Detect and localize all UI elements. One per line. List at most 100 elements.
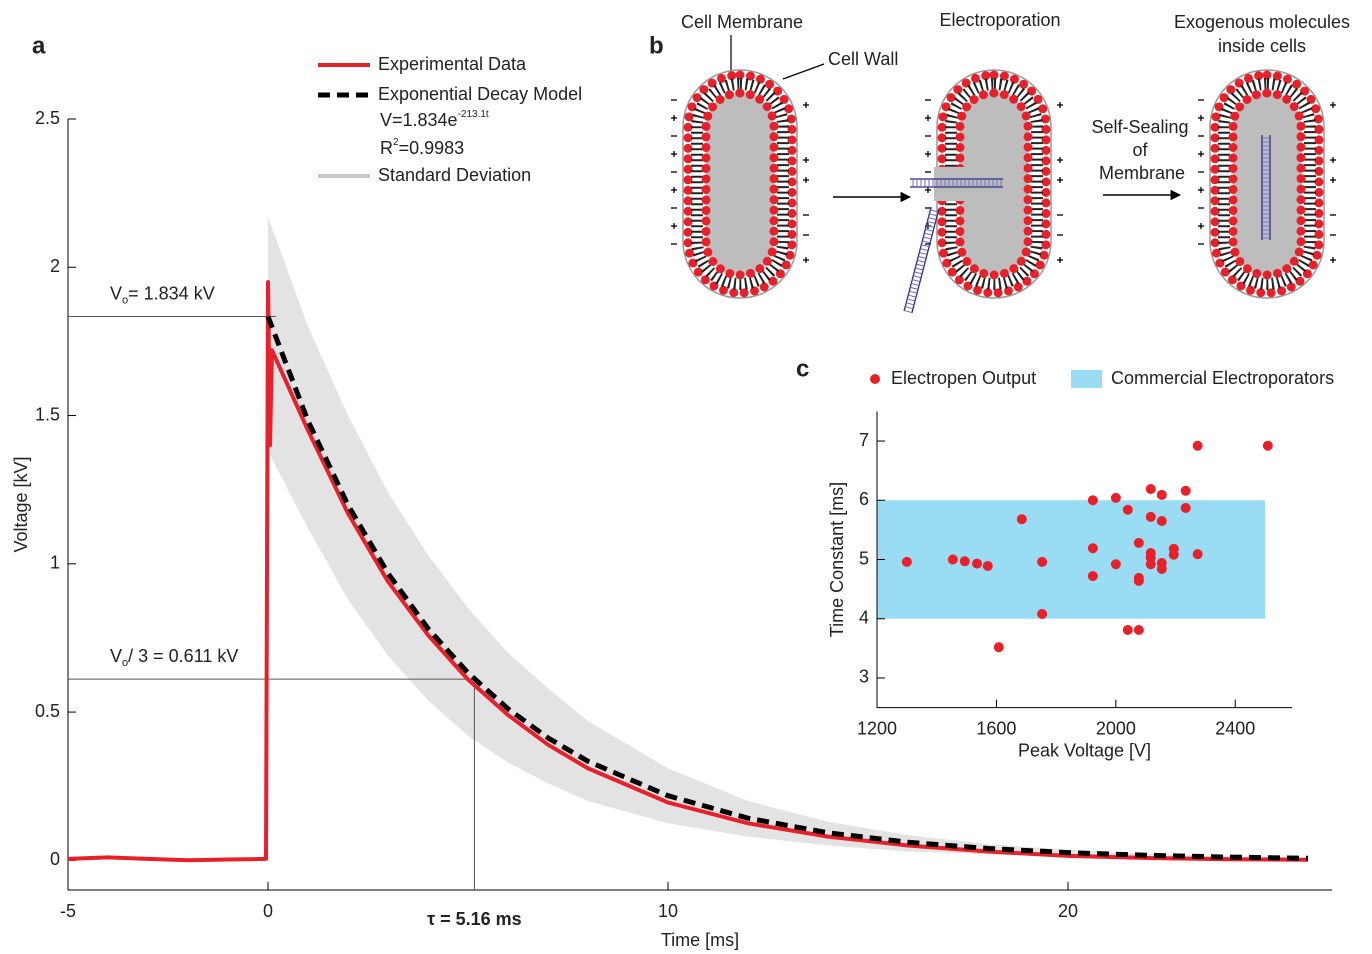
legend-label: Standard Deviation: [378, 165, 531, 185]
dna-rung: [929, 213, 938, 217]
legend-r-squared: R2=0.9983: [380, 137, 464, 158]
dna-rung: [922, 240, 931, 244]
scatter-point: [1133, 624, 1144, 635]
chart: 1200 1600 2000 2400 3 4 5 6 7 Electropen Output Co…: [827, 368, 1334, 761]
annotation: Vo/ 3 = 0.611 kV: [110, 646, 238, 669]
dna-rung: [925, 228, 934, 232]
y-tick-label: 2: [50, 256, 60, 276]
dna-rung: [905, 306, 914, 310]
annotation: τ = 5.16 ms: [427, 909, 522, 929]
y-axis-label: Time Constant [ms]: [827, 482, 847, 637]
membrane-inner: [955, 88, 1033, 280]
y-tick-label: 5: [859, 548, 869, 568]
legend-equation-part: V=1.834e: [380, 110, 458, 130]
panel-label: b: [649, 32, 664, 59]
x-tick-label: 20: [1058, 901, 1078, 921]
legend-equation: V=1.834e-213.1t: [380, 109, 489, 130]
y-tick-label: 0: [50, 849, 60, 869]
legend-swatch: [870, 374, 880, 384]
scatter-point: [1133, 575, 1144, 586]
dna-rung: [927, 221, 936, 225]
scatter-point: [1133, 537, 1144, 548]
y-tick-label: 6: [859, 489, 869, 509]
lipid-tails: [691, 78, 789, 290]
annotation-part: V: [110, 646, 122, 666]
diagram-label: Electroporation: [939, 10, 1060, 30]
panel-label: a: [32, 32, 46, 59]
x-tick-label: -5: [60, 901, 76, 921]
lipid-tails: [1218, 78, 1316, 290]
legend-label: Exponential Decay Model: [378, 84, 582, 104]
scatter-point: [1192, 549, 1203, 560]
dna-rung: [910, 286, 919, 290]
dna-rung: [919, 252, 928, 255]
cell-wall: [682, 69, 798, 299]
series-line: [265, 315, 1309, 861]
scatter-point: [982, 561, 993, 572]
scatter-point: [1180, 485, 1191, 496]
legend-r-squared-part: 2: [393, 137, 399, 148]
pointer: [782, 63, 825, 80]
legend-swatch: [1071, 370, 1102, 388]
dna-strand: [903, 206, 932, 312]
annotation-part: / 3 = 0.611 kV: [128, 646, 238, 666]
legend-equation-part: -213.1t: [458, 109, 489, 120]
annotation-part: = 1.834 kV: [128, 283, 215, 303]
legend-r-squared-part: =0.9983: [399, 138, 465, 158]
scatter-point: [959, 556, 970, 567]
annotation-part: o: [122, 294, 128, 306]
y-tick-label: 1: [50, 553, 60, 573]
x-tick-label: 2000: [1096, 718, 1136, 738]
dna-rung: [907, 298, 916, 302]
scatter-point: [1087, 495, 1098, 506]
legend-r-squared-part: R: [380, 138, 393, 158]
diagram-label: inside cells: [1218, 36, 1306, 56]
dna-rung: [906, 302, 915, 306]
dna-rung: [913, 275, 922, 279]
scatter-point: [901, 556, 912, 567]
scatter-point: [1145, 511, 1156, 522]
scatter-point: [1037, 609, 1048, 620]
diagram: Cell Membrane Cell Wall Electroporation …: [671, 10, 1350, 314]
sd-band: [268, 216, 1308, 860]
annotation-part: o: [122, 657, 128, 669]
lipid-tails: [945, 78, 1043, 290]
range-band: [877, 500, 1266, 619]
scatter-point: [1087, 571, 1098, 582]
y-tick-label: 1.5: [35, 404, 60, 424]
scatter-point: [972, 558, 983, 569]
scatter-point: [947, 554, 958, 565]
x-tick-label: 1200: [857, 718, 897, 738]
dna-rung: [924, 232, 933, 236]
diagram-label: Self-Sealing: [1091, 117, 1188, 137]
dna-rung: [912, 279, 921, 283]
dna-rung: [920, 248, 929, 252]
y-tick-label: 0.5: [35, 701, 60, 721]
panel-label: c: [796, 355, 809, 382]
scatter-point: [1145, 484, 1156, 495]
dna-rung: [926, 224, 935, 228]
series-line: [67, 280, 1309, 863]
y-tick-label: 7: [859, 430, 869, 450]
diagram-label: Cell Wall: [828, 49, 898, 69]
membrane-inner: [701, 88, 779, 280]
scatter-point: [1262, 440, 1273, 451]
dna-rung: [921, 244, 930, 248]
scatter-point: [1122, 624, 1133, 635]
scatter-point: [1156, 515, 1167, 526]
y-tick-label: 2.5: [35, 108, 60, 128]
scatter-point: [1168, 549, 1179, 560]
legend-label: Experimental Data: [378, 54, 527, 74]
x-tick-label: 10: [658, 901, 678, 921]
diagram-label: Exogenous molecules: [1174, 12, 1350, 32]
scatter-point: [993, 642, 1004, 653]
legend-label: Electropen Output: [891, 368, 1036, 388]
scatter-point: [1122, 504, 1133, 515]
membrane-inner: [1228, 88, 1306, 280]
scatter-point: [1156, 563, 1167, 574]
dna-rung: [917, 259, 926, 263]
scatter-point: [1110, 559, 1121, 570]
dna-rung: [911, 282, 920, 286]
cell-wall: [1209, 69, 1325, 299]
